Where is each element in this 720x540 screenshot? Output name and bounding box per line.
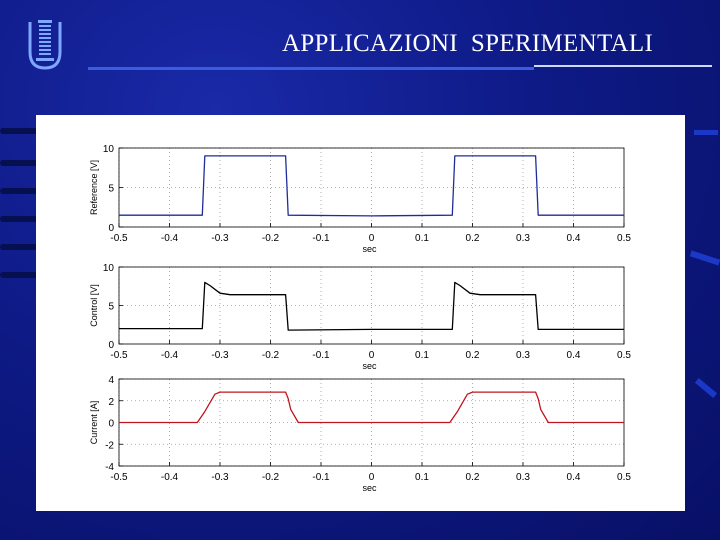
x-tick-label: -0.3 — [211, 350, 229, 361]
page-title: APPLICAZIONI SPERIMENTALI — [282, 30, 654, 57]
x-tick-label: 0.3 — [516, 233, 530, 244]
x-tick-label: 0.1 — [415, 350, 429, 361]
y-tick-label: 0 — [108, 223, 114, 234]
chart-panel: -0.5 -0.4 -0.3 -0.2 -0.1 0 0.1 0.2 0.3 0.4 0.5 0 5 10… — [36, 115, 685, 511]
x-tick-label: 0 — [369, 350, 375, 361]
x-tick-label: -0.1 — [312, 350, 330, 361]
x-tick-label: 0.3 — [516, 472, 530, 483]
x-tick-label: -0.1 — [312, 233, 330, 244]
y-tick-label: 0 — [108, 340, 114, 351]
x-tick-label: 0.2 — [466, 350, 480, 361]
background-accent — [689, 250, 720, 266]
x-axis-label: sec — [362, 361, 377, 371]
background-stripe — [0, 160, 40, 166]
background-accent — [694, 130, 718, 135]
y-tick-label: 2 — [108, 397, 114, 408]
background-stripe — [0, 128, 40, 134]
background-accent — [694, 377, 718, 399]
background-stripe — [0, 272, 40, 278]
y-tick-label: -4 — [105, 462, 114, 473]
background-stripe — [0, 244, 40, 250]
x-tick-label: 0.5 — [617, 472, 631, 483]
series-line — [119, 391, 624, 424]
y-tick-label: 4 — [108, 375, 114, 386]
x-tick-label: 0.5 — [617, 233, 631, 244]
x-tick-label: 0.2 — [466, 472, 480, 483]
x-tick-label: 0.5 — [617, 350, 631, 361]
background-stripe — [0, 216, 40, 222]
x-tick-label: -0.5 — [110, 233, 128, 244]
x-tick-label: -0.2 — [262, 350, 280, 361]
y-axis-label: Control [V] — [89, 284, 99, 327]
x-tick-label: 0.4 — [567, 472, 581, 483]
university-logo-icon — [28, 20, 62, 70]
x-tick-label: 0.2 — [466, 233, 480, 244]
y-axis-label: Current [A] — [89, 401, 99, 445]
x-tick-label: -0.1 — [312, 472, 330, 483]
background-stripe — [0, 188, 40, 194]
x-tick-label: 0 — [369, 472, 375, 483]
x-tick-label: 0.3 — [516, 350, 530, 361]
y-tick-label: -2 — [105, 440, 114, 451]
charts-figure: -0.5 -0.4 -0.3 -0.2 -0.1 0 0.1 0.2 0.3 0.4 0.5 0 5 10… — [89, 144, 631, 493]
x-tick-label: -0.5 — [110, 472, 128, 483]
y-tick-label: 0 — [108, 419, 114, 430]
x-axis-label: sec — [362, 483, 377, 493]
x-tick-label: -0.2 — [262, 472, 280, 483]
x-tick-label: -0.4 — [161, 350, 179, 361]
x-tick-label: -0.2 — [262, 233, 280, 244]
title-rule-accent — [534, 65, 712, 67]
x-tick-label: 0 — [369, 233, 375, 244]
y-tick-label: 10 — [103, 263, 115, 274]
x-tick-label: 0.4 — [567, 233, 581, 244]
x-tick-label: 0.1 — [415, 233, 429, 244]
y-tick-label: 5 — [108, 302, 114, 313]
x-tick-label: -0.5 — [110, 350, 128, 361]
x-tick-label: -0.4 — [161, 472, 179, 483]
x-tick-label: -0.4 — [161, 233, 179, 244]
x-tick-label: -0.3 — [211, 472, 229, 483]
series-line — [119, 281, 624, 331]
series-line — [119, 155, 624, 217]
title-rule — [88, 67, 534, 70]
y-axis-label: Reference [V] — [89, 160, 99, 215]
x-tick-label: 0.1 — [415, 472, 429, 483]
y-tick-label: 10 — [103, 144, 115, 155]
x-tick-label: 0.4 — [567, 350, 581, 361]
x-axis-label: sec — [362, 244, 377, 254]
y-tick-label: 5 — [108, 184, 114, 195]
x-tick-label: -0.3 — [211, 233, 229, 244]
